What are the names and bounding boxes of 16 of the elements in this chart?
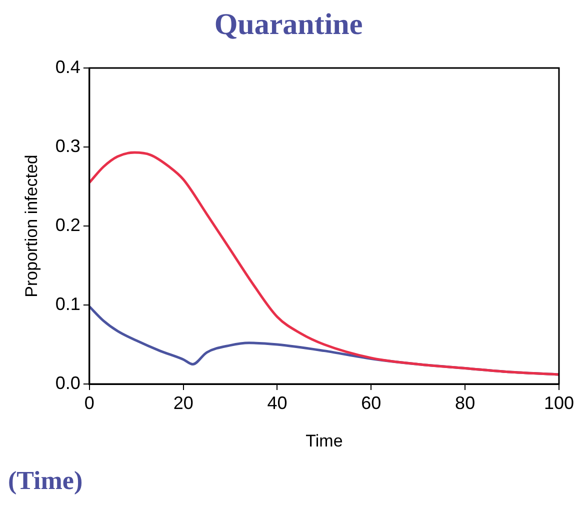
y-tick-label: 0.4 — [55, 56, 80, 77]
x-tick-label: 80 — [455, 392, 476, 413]
x-tick-label: 20 — [173, 392, 194, 413]
x-tick-label: 40 — [267, 392, 288, 413]
text: (Time) — [8, 466, 83, 496]
x-tick-label: 0 — [84, 392, 94, 413]
line-series — [89, 151, 559, 376]
y-tick-label: 0.2 — [55, 214, 80, 235]
y-tick-label: 0.3 — [55, 136, 80, 156]
chart-title: Quarantine — [214, 8, 363, 41]
y-tick-label: 0.0 — [55, 372, 80, 393]
y-tick-label: 0.1 — [55, 294, 80, 314]
x-tick-label: 60 — [361, 392, 382, 413]
y-axis-title: Proportion infected — [22, 154, 41, 298]
x-tick-label: 100 — [544, 392, 574, 413]
x-axis-title: Time — [306, 431, 343, 450]
